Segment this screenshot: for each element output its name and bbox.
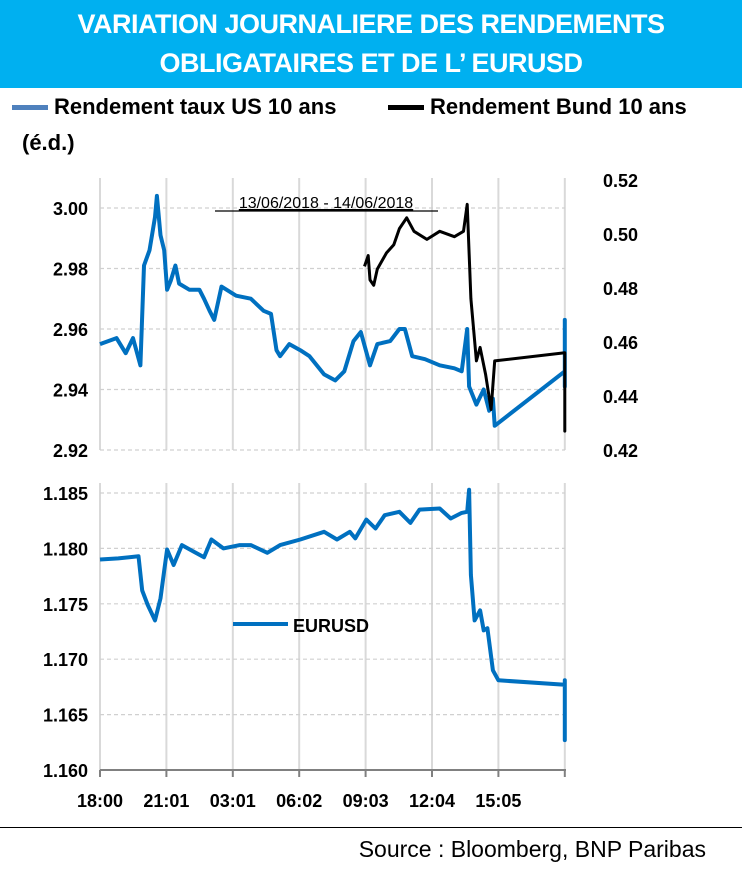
y-tick-label: 1.185: [43, 484, 88, 504]
x-tick-label: 09:03: [343, 791, 389, 811]
chart-title: VARIATION JOURNALIERE DES RENDEMENTS OBL…: [0, 0, 742, 88]
unit-label: (é.d.): [22, 130, 75, 155]
x-tick-label: 21:01: [143, 791, 189, 811]
y-tick-label: 1.160: [43, 761, 88, 781]
y-right-tick-label: 0.46: [603, 333, 638, 353]
y-tick-label: 2.98: [53, 260, 88, 280]
source-note: Source : Bloomberg, BNP Paribas: [358, 836, 706, 862]
title-line-2: OBLIGATAIRES ET DE L’ EURUSD: [159, 48, 583, 78]
y-right-tick-label: 0.42: [603, 441, 638, 461]
y-right-tick-label: 0.52: [603, 171, 638, 191]
y-tick-label: 2.94: [53, 381, 88, 401]
footer-divider: [0, 827, 742, 828]
x-tick-label: 18:00: [77, 791, 123, 811]
y-tick-label: 3.00: [53, 199, 88, 219]
title-line-1: VARIATION JOURNALIERE DES RENDEMENTS: [77, 9, 665, 39]
y-tick-label: 2.96: [53, 320, 88, 340]
x-tick-label: 03:01: [210, 791, 256, 811]
x-tick-label: 12:04: [409, 791, 455, 811]
y-tick-label: 2.92: [53, 441, 88, 461]
legend-label: Rendement taux US 10 ans: [54, 94, 337, 119]
legend-label-eurusd: EURUSD: [293, 616, 369, 636]
y-right-tick-label: 0.50: [603, 225, 638, 245]
y-tick-label: 1.180: [43, 539, 88, 559]
legend-label: Rendement Bund 10 ans: [430, 94, 687, 119]
legend-swatch: [388, 104, 424, 110]
y-tick-label: 1.175: [43, 595, 88, 615]
y-tick-label: 1.165: [43, 706, 88, 726]
y-right-tick-label: 0.44: [603, 387, 638, 407]
y-tick-label: 1.170: [43, 650, 88, 670]
x-tick-label: 06:02: [276, 791, 322, 811]
series-line-rendement-bund-10-ans: [363, 202, 567, 433]
date-range-annotation: 13/06/2018 - 14/06/2018: [239, 195, 413, 212]
y-right-tick-label: 0.48: [603, 279, 638, 299]
series-line-eurusd: [99, 487, 567, 743]
legend-swatch: [12, 104, 48, 110]
legend-item-bund10y: Rendement Bund 10 ans: [388, 94, 687, 120]
series-line-rendement-taux-us-10-ans: [99, 193, 567, 428]
x-tick-label: 15:05: [475, 791, 521, 811]
legend-item-us10y: Rendement taux US 10 ans: [12, 94, 336, 120]
